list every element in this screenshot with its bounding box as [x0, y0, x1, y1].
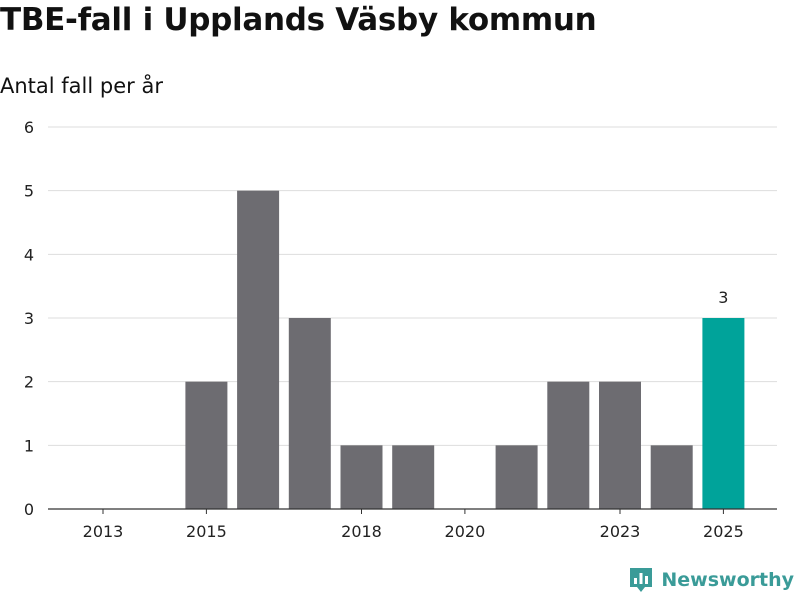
bar-2015 [185, 381, 228, 509]
bar-2017 [288, 318, 331, 509]
chart-title: TBE-fall i Upplands Väsby kommun [0, 2, 597, 38]
y-tick-label-3: 3 [24, 309, 34, 328]
x-tick-label-2025: 2025 [703, 522, 744, 541]
bar-2018 [340, 445, 383, 509]
y-tick-label-0: 0 [24, 500, 34, 519]
chart-subtitle: Antal fall per år [0, 74, 163, 98]
x-tick-label-2013: 2013 [83, 522, 124, 541]
data-label-2025: 3 [718, 288, 728, 307]
bar-2025 [702, 318, 745, 509]
bar-2021 [495, 445, 538, 509]
x-tick-label-2020: 2020 [445, 522, 486, 541]
x-tick-label-2015: 2015 [186, 522, 227, 541]
bar-2016 [237, 190, 280, 509]
bar-2024 [650, 445, 693, 509]
y-tick-label-1: 1 [24, 436, 34, 455]
y-tick-label-6: 6 [24, 118, 34, 137]
y-tick-label-2: 2 [24, 373, 34, 392]
bar-2019 [392, 445, 435, 509]
bar-2022 [547, 381, 590, 509]
y-tick-label-4: 4 [24, 245, 34, 264]
x-tick-label-2023: 2023 [600, 522, 641, 541]
y-tick-label-5: 5 [24, 182, 34, 201]
newsworthy-logo-icon [630, 568, 653, 592]
newsworthy-logo-text: Newsworthy [661, 569, 794, 591]
newsworthy-logo: Newsworthy [628, 566, 794, 594]
bar-2023 [599, 381, 641, 509]
x-tick-label-2018: 2018 [341, 522, 382, 541]
